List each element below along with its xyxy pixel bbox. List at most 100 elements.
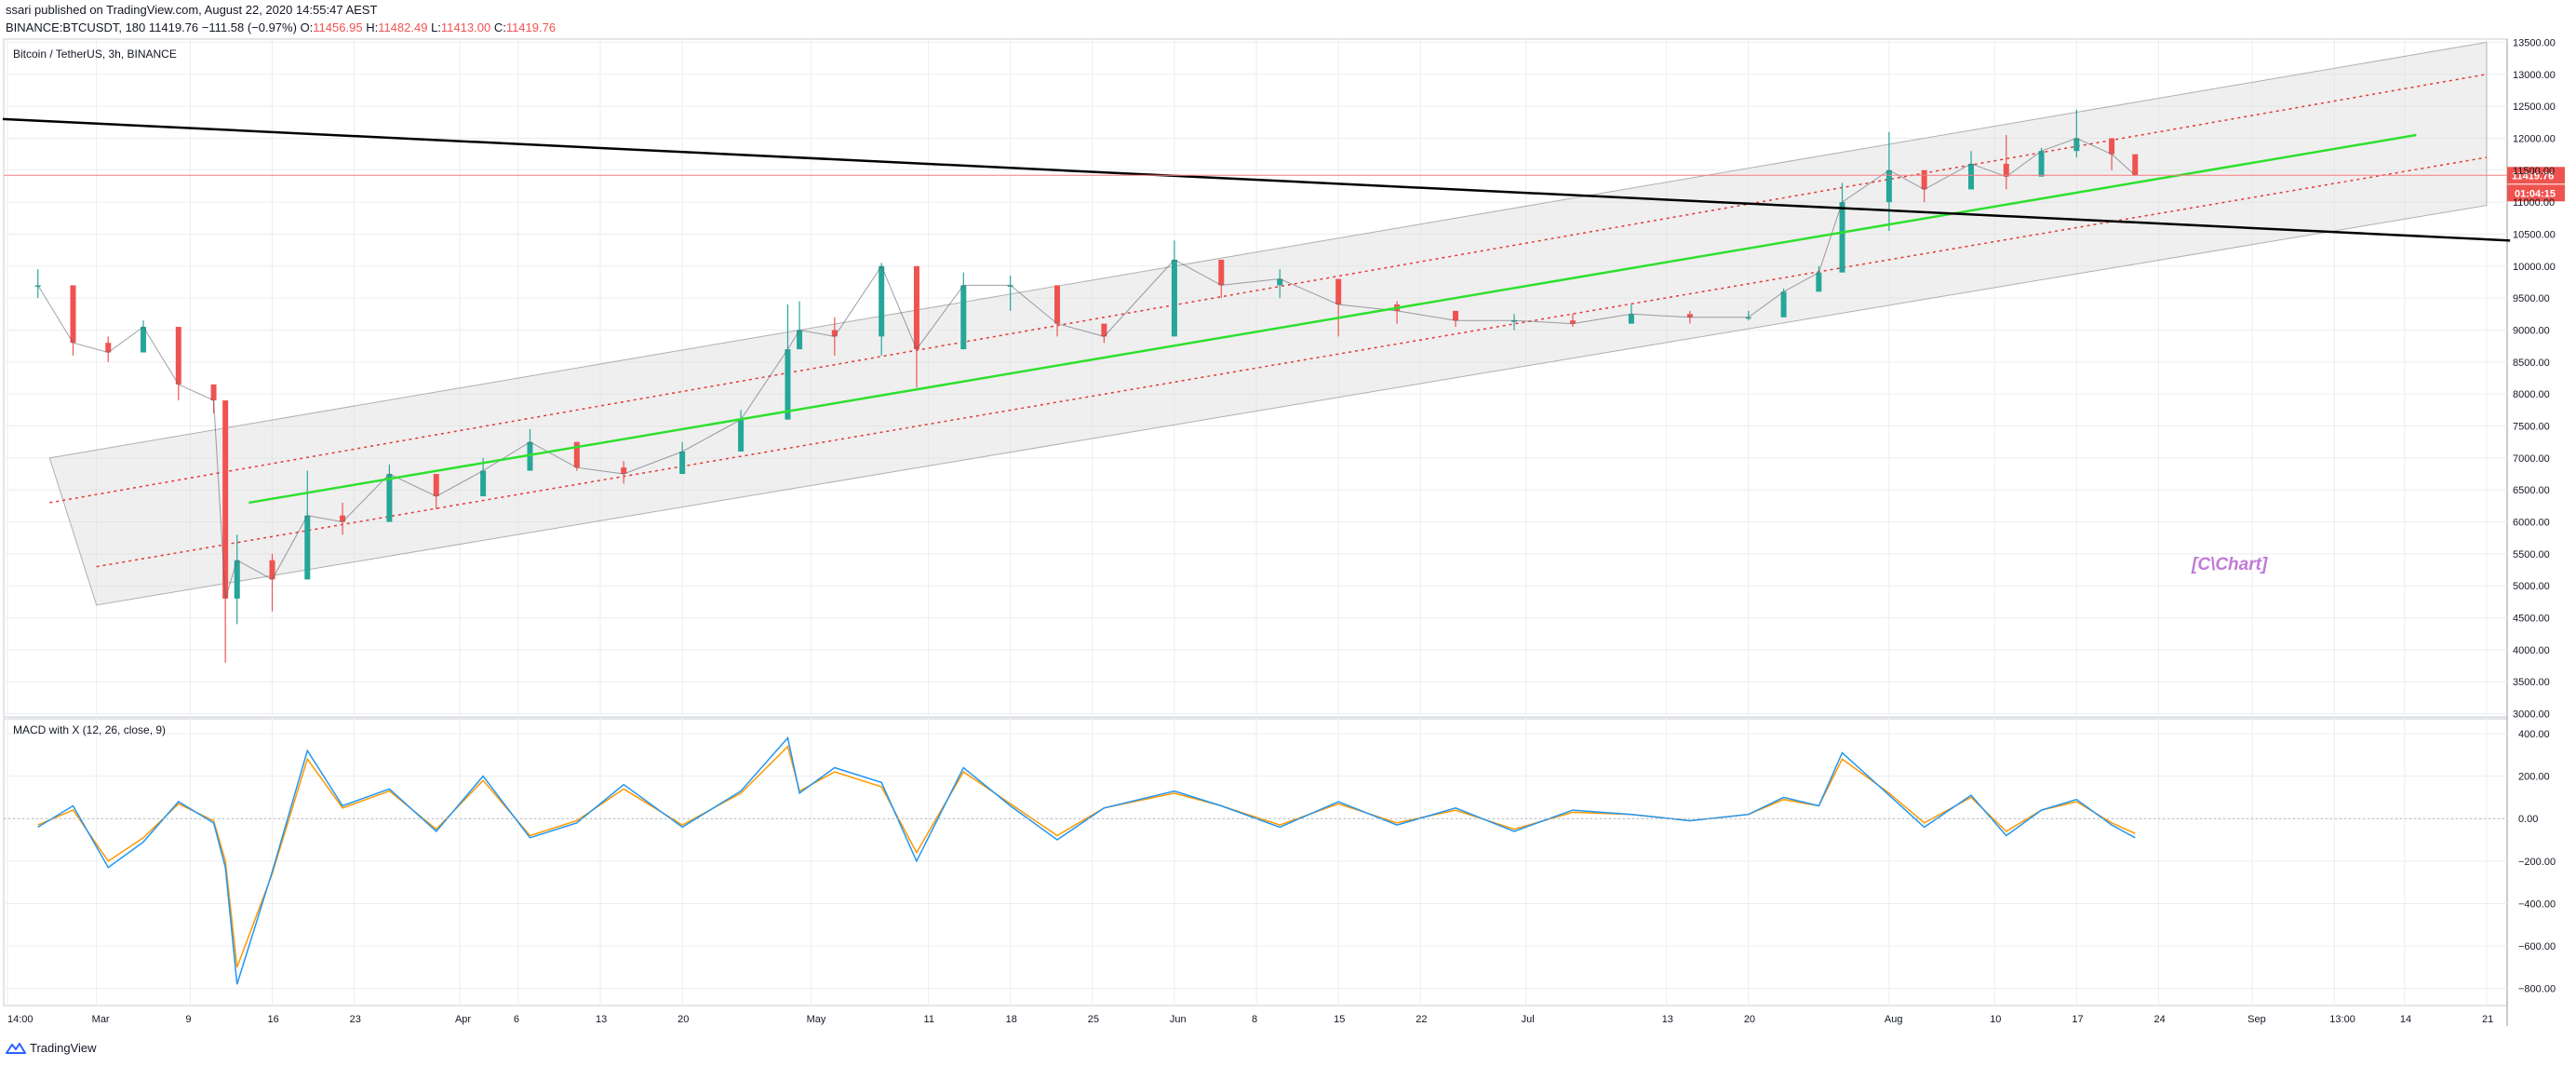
candle-body (340, 515, 346, 522)
candle-body (1335, 278, 1342, 305)
candle-body (2132, 154, 2139, 176)
price-tick-label: 13500.00 (2513, 37, 2556, 48)
macd-tick-label: 0.00 (2518, 814, 2538, 825)
candle-body (304, 515, 311, 580)
candle-body (2073, 138, 2080, 152)
price-tick-label: 12500.00 (2513, 101, 2556, 113)
x-tick-label: 11 (924, 1014, 934, 1025)
candle-body (797, 330, 803, 350)
last-price: 11419.76 (148, 20, 199, 34)
x-tick-label: Sep (2247, 1014, 2266, 1025)
channel-lower-dotted (96, 156, 2488, 568)
candle-body (1921, 169, 1927, 190)
candle-body (2003, 163, 2009, 177)
x-tick-label: Apr (455, 1014, 471, 1025)
green-trend-line (248, 133, 2417, 505)
macd-line (37, 736, 2136, 985)
x-tick-label: 13:00 (2329, 1014, 2355, 1025)
candle-body (2038, 151, 2045, 177)
price-tick-label: 3000.00 (2513, 709, 2550, 721)
x-tick-label: 25 (1088, 1014, 1099, 1025)
signal-line (37, 745, 2136, 968)
x-tick-label: 20 (1744, 1014, 1755, 1025)
price-tick-label: 10500.00 (2513, 229, 2556, 240)
candle-body (1968, 163, 1975, 190)
x-tick-label: 13 (1662, 1014, 1673, 1025)
candle-body (2109, 138, 2115, 155)
candle-body (480, 470, 487, 497)
x-tick-label: Aug (1885, 1014, 1903, 1025)
candle-body (1277, 278, 1283, 286)
macd-pane-title: MACD with X (12, 26, close, 9) (13, 723, 166, 736)
x-tick-label: 18 (1006, 1014, 1017, 1025)
candle-body (1007, 285, 1013, 287)
price-tick-label: 5000.00 (2513, 581, 2550, 592)
candle-body (105, 343, 112, 353)
candle-body (1101, 323, 1107, 337)
candle-body (1839, 202, 1845, 273)
x-tick-label: 13 (596, 1014, 607, 1025)
publish-line: ssari published on TradingView.com, Augu… (6, 3, 378, 17)
price-tick-label: 11500.00 (2513, 166, 2555, 177)
candle-body (1686, 314, 1693, 317)
price-tag-label: 11419.76 (2512, 170, 2554, 182)
x-tick-label: 14:00 (7, 1014, 34, 1025)
countdown-label: 01:04:15 (2515, 188, 2556, 199)
low-value: 11413.00 (440, 20, 491, 34)
candle-body (433, 474, 439, 497)
price-tick-label: 6500.00 (2513, 485, 2550, 496)
macd-tick-label: −800.00 (2518, 984, 2556, 995)
tradingview-brand[interactable]: TradingView (6, 1041, 97, 1055)
candle-body (1569, 320, 1576, 324)
x-tick-label: 6 (514, 1014, 519, 1025)
candle-body (527, 441, 533, 471)
price-tick-label: 4500.00 (2513, 614, 2550, 625)
price-tick-label: 12000.00 (2513, 133, 2556, 144)
price-tag-box (2507, 167, 2565, 184)
x-tick-label: 14 (2400, 1014, 2411, 1025)
macd-tick-label: −200.00 (2518, 857, 2556, 868)
candle-body (1816, 272, 1822, 292)
macd-pane (3, 718, 2508, 1006)
x-tick-label: May (807, 1014, 826, 1025)
tradingview-logo-icon (6, 1042, 26, 1054)
low-label: L: (431, 20, 441, 34)
price-change: −111.58 (−0.97%) (201, 20, 297, 34)
price-pane-title: Bitcoin / TetherUS, 3h, BINANCE (13, 47, 177, 61)
candle-body (738, 419, 745, 452)
x-tick-label: Jun (1170, 1014, 1187, 1025)
price-close-path (37, 137, 2136, 600)
x-tick-label: 8 (1252, 1014, 1257, 1025)
price-tick-label: 9000.00 (2513, 325, 2550, 336)
x-tick-label: 23 (350, 1014, 361, 1025)
candle-body (175, 327, 181, 385)
candle-body (785, 349, 791, 420)
x-tick-label: 15 (1334, 1014, 1345, 1025)
price-tick-label: 3500.00 (2513, 677, 2550, 688)
candle-body (1885, 169, 1892, 203)
candle-body (141, 327, 147, 353)
price-tick-label: 11000.00 (2513, 197, 2555, 209)
price-tick-label: 7000.00 (2513, 453, 2550, 465)
macd-tick-label: −400.00 (2518, 898, 2556, 910)
candle-body (234, 560, 240, 599)
countdown-box (2507, 184, 2565, 202)
symbol-ohlc-line: BINANCE:BTCUSDT, 180 11419.76 −111.58 (−… (6, 20, 556, 34)
brand-label: TradingView (30, 1041, 97, 1055)
candle-body (386, 474, 393, 522)
x-tick-label: 9 (185, 1014, 191, 1025)
candle-body (1453, 310, 1459, 321)
candle-body (1628, 314, 1634, 324)
price-tick-label: 10000.00 (2513, 262, 2556, 273)
candle-body (1511, 320, 1518, 322)
candle-body (1745, 317, 1751, 319)
open-value: 11456.95 (313, 20, 363, 34)
price-tick-label: 4000.00 (2513, 645, 2550, 656)
high-value: 11482.49 (378, 20, 428, 34)
candle-body (222, 400, 229, 599)
macd-tick-label: 200.00 (2518, 772, 2550, 783)
price-tick-label: 6000.00 (2513, 518, 2550, 529)
candle-body (913, 265, 919, 350)
close-label: C: (493, 20, 506, 34)
